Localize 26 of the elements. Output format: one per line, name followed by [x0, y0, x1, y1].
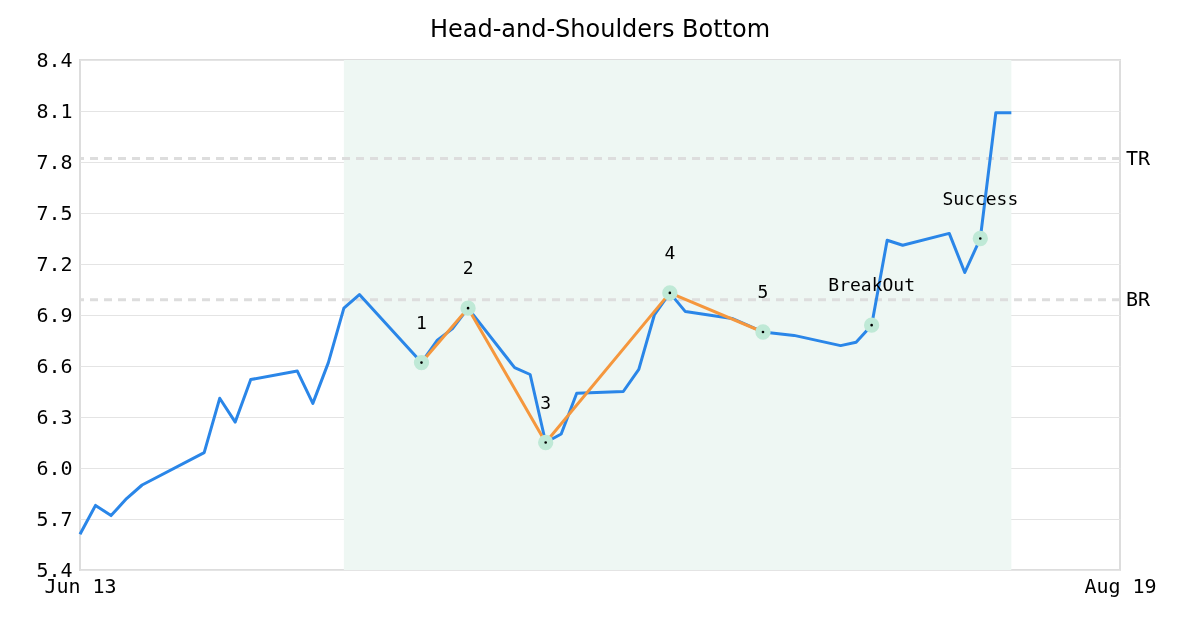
annotation: 5 [757, 281, 769, 302]
chart-title: Head-and-Shoulders Bottom [429, 15, 771, 43]
ref-line-label: TR [1126, 145, 1152, 170]
y-tick-label: 7.5 [36, 200, 73, 225]
annotation: 2 [462, 257, 474, 279]
y-tick-label: 6.6 [36, 353, 73, 378]
y-tick-label: 6.0 [36, 455, 73, 480]
point [413, 354, 430, 371]
y-tick-label: 6.9 [36, 302, 73, 327]
y-tick-label: 7.8 [36, 149, 73, 174]
y-tick-label: 7.2 [36, 251, 73, 276]
annotation: 3 [540, 391, 552, 413]
y-tick-label: 8.4 [36, 47, 73, 72]
point [538, 434, 554, 451]
point [662, 285, 678, 301]
ref-line-label: BR [1126, 286, 1152, 311]
x-tick-label: Aug 19 [1084, 573, 1157, 598]
annotation: 1 [416, 311, 427, 333]
point [755, 324, 771, 340]
point [972, 230, 988, 247]
y-tick-label: 6.3 [36, 404, 73, 429]
annotation: 4 [664, 241, 676, 263]
point [460, 300, 476, 316]
y-tick-label: 8.1 [36, 98, 73, 123]
y-tick-label: 5.7 [36, 506, 73, 531]
point [863, 317, 880, 333]
